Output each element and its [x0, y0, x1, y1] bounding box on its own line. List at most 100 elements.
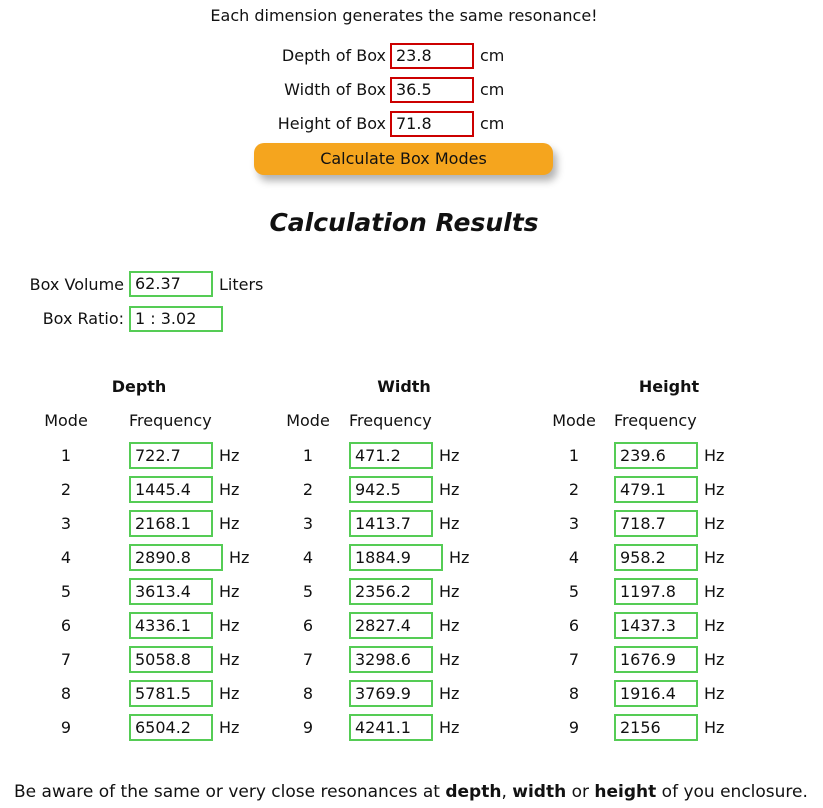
frequency-unit: Hz	[704, 684, 725, 703]
frequency-unit: Hz	[439, 616, 460, 635]
frequency-unit: Hz	[219, 480, 240, 499]
mode-number: 6	[568, 616, 580, 635]
frequency-field[interactable]: 1197.8	[614, 578, 698, 605]
input-label: Depth of Box	[281, 46, 386, 65]
frequency-unit: Hz	[449, 548, 470, 567]
input-unit: cm	[480, 46, 505, 65]
mode-number: 4	[302, 548, 314, 567]
frequency-unit: Hz	[219, 514, 240, 533]
mode-number: 3	[60, 514, 72, 533]
frequency-unit: Hz	[219, 446, 240, 465]
mode-number: 1	[60, 446, 72, 465]
frequency-header: Frequency	[614, 411, 697, 430]
mode-number: 4	[60, 548, 72, 567]
calculate-button[interactable]: Calculate Box Modes	[254, 143, 553, 175]
frequency-unit: Hz	[219, 582, 240, 601]
input-unit: cm	[480, 114, 505, 133]
frequency-field[interactable]: 3613.4	[129, 578, 213, 605]
mode-number: 8	[568, 684, 580, 703]
frequency-field[interactable]: 1884.9	[349, 544, 443, 571]
frequency-unit: Hz	[219, 650, 240, 669]
frequency-field[interactable]: 1676.9	[614, 646, 698, 673]
mode-number: 9	[60, 718, 72, 737]
frequency-field[interactable]: 6504.2	[129, 714, 213, 741]
frequency-field[interactable]: 5781.5	[129, 680, 213, 707]
frequency-header: Frequency	[129, 411, 212, 430]
frequency-unit: Hz	[439, 718, 460, 737]
group-title: Height	[638, 377, 700, 396]
frequency-unit: Hz	[704, 582, 725, 601]
mode-number: 5	[60, 582, 72, 601]
group-title: Width	[377, 377, 431, 396]
mode-number: 7	[568, 650, 580, 669]
frequency-unit: Hz	[439, 480, 460, 499]
frequency-unit: Hz	[439, 514, 460, 533]
frequency-unit: Hz	[704, 650, 725, 669]
frequency-field[interactable]: 1916.4	[614, 680, 698, 707]
mode-number: 8	[302, 684, 314, 703]
frequency-unit: Hz	[704, 446, 725, 465]
mode-number: 5	[568, 582, 580, 601]
mode-header: Mode	[552, 411, 596, 430]
frequency-field[interactable]: 4336.1	[129, 612, 213, 639]
footer-text: width	[512, 782, 567, 802]
volume-label: Box Volume	[29, 275, 124, 294]
footer-note: Be aware of the same or very close reson…	[14, 782, 808, 802]
frequency-field[interactable]: 3769.9	[349, 680, 433, 707]
frequency-field[interactable]: 2168.1	[129, 510, 213, 537]
frequency-field[interactable]: 4241.1	[349, 714, 433, 741]
frequency-field[interactable]: 2156	[614, 714, 698, 741]
footer-text: Be aware of the same or very close reson…	[14, 782, 446, 802]
mode-number: 2	[568, 480, 580, 499]
frequency-unit: Hz	[439, 446, 460, 465]
frequency-field[interactable]: 5058.8	[129, 646, 213, 673]
mode-number: 5	[302, 582, 314, 601]
frequency-field[interactable]: 239.6	[614, 442, 698, 469]
footer-text: or	[566, 782, 595, 802]
frequency-unit: Hz	[439, 684, 460, 703]
frequency-field[interactable]: 2827.4	[349, 612, 433, 639]
frequency-header: Frequency	[349, 411, 432, 430]
frequency-field[interactable]: 2890.8	[129, 544, 223, 571]
frequency-unit: Hz	[704, 548, 725, 567]
input-label: Width of Box	[284, 80, 386, 99]
frequency-field[interactable]: 471.2	[349, 442, 433, 469]
input-field[interactable]: 36.5	[390, 77, 474, 103]
ratio-field[interactable]: 1 : 3.02	[129, 306, 223, 332]
frequency-unit: Hz	[439, 650, 460, 669]
input-field[interactable]: 23.8	[390, 43, 474, 69]
mode-header: Mode	[44, 411, 88, 430]
group-title: Depth	[111, 377, 167, 396]
frequency-unit: Hz	[219, 718, 240, 737]
frequency-field[interactable]: 1413.7	[349, 510, 433, 537]
frequency-unit: Hz	[219, 616, 240, 635]
frequency-field[interactable]: 1437.3	[614, 612, 698, 639]
input-field[interactable]: 71.8	[390, 111, 474, 137]
mode-number: 7	[302, 650, 314, 669]
footer-text: depth	[445, 782, 502, 802]
footer-text: ,	[501, 782, 513, 802]
frequency-field[interactable]: 3298.6	[349, 646, 433, 673]
mode-number: 6	[302, 616, 314, 635]
mode-number: 9	[568, 718, 580, 737]
mode-number: 8	[60, 684, 72, 703]
volume-field[interactable]: 62.37	[129, 271, 213, 297]
frequency-field[interactable]: 718.7	[614, 510, 698, 537]
frequency-field[interactable]: 2356.2	[349, 578, 433, 605]
mode-number: 3	[302, 514, 314, 533]
mode-number: 2	[302, 480, 314, 499]
frequency-field[interactable]: 722.7	[129, 442, 213, 469]
mode-number: 2	[60, 480, 72, 499]
frequency-field[interactable]: 479.1	[614, 476, 698, 503]
mode-number: 4	[568, 548, 580, 567]
frequency-field[interactable]: 958.2	[614, 544, 698, 571]
mode-number: 7	[60, 650, 72, 669]
results-title: Calculation Results	[269, 208, 539, 237]
input-label: Height of Box	[277, 114, 386, 133]
frequency-unit: Hz	[704, 480, 725, 499]
frequency-field[interactable]: 1445.4	[129, 476, 213, 503]
mode-number: 6	[60, 616, 72, 635]
frequency-field[interactable]: 942.5	[349, 476, 433, 503]
mode-header: Mode	[286, 411, 330, 430]
